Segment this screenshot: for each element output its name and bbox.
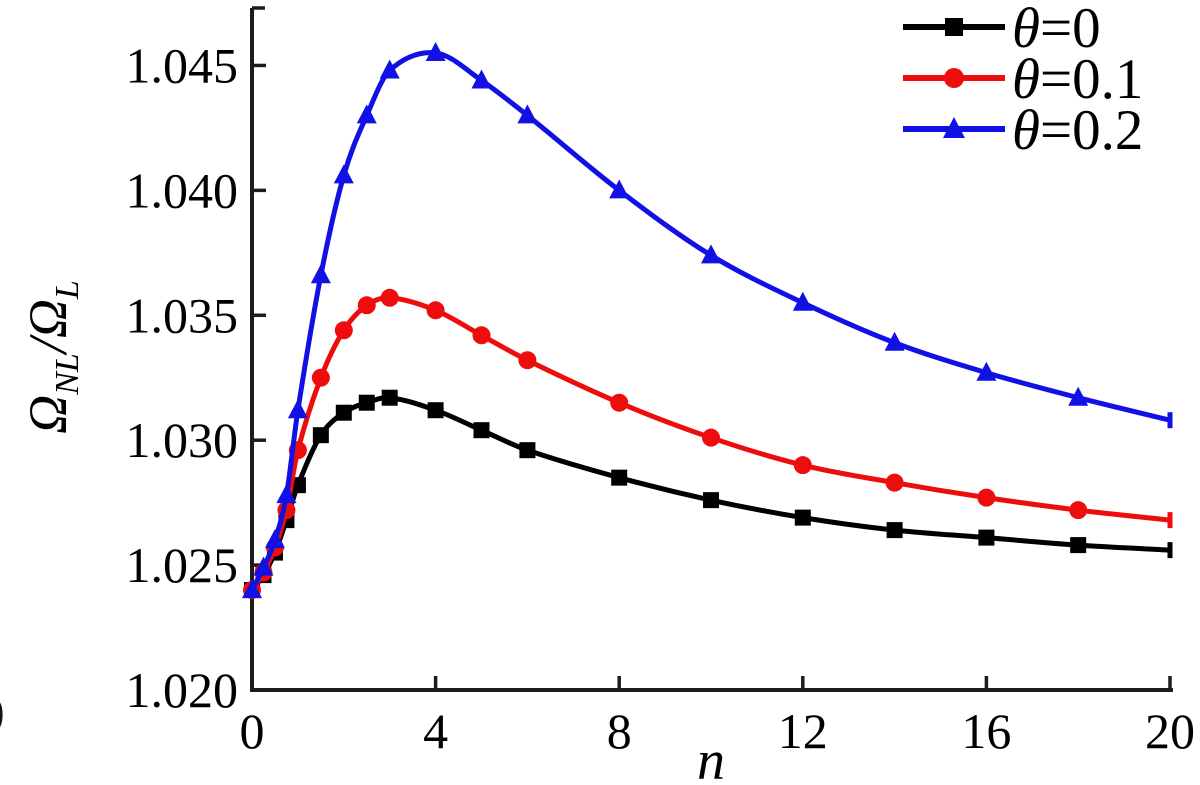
legend-item-θ=0.1: θ=0.1 <box>903 48 1143 111</box>
axes: 1.020 1.025 1.030 1.035 1.040 1.045 0 4 8 12 16 20 n… <box>18 6 1195 785</box>
triangle-marker <box>976 361 997 381</box>
axis-spines <box>250 8 1173 692</box>
legend: θ=0θ=0.1θ=0.2 <box>903 0 1143 162</box>
triangle-marker <box>884 331 905 351</box>
x-tick-label: 20 <box>1145 703 1195 759</box>
circle-marker <box>380 288 399 307</box>
y-axis-label: ΩNL/ΩL <box>18 280 86 434</box>
square-marker <box>945 18 963 36</box>
circle-marker <box>426 301 445 320</box>
circle-marker <box>944 68 964 88</box>
square-marker <box>335 404 352 421</box>
triangle-marker <box>310 264 331 284</box>
series-θ=0 <box>244 389 1173 599</box>
legend-label: θ=0.1 <box>1012 48 1143 111</box>
square-marker <box>358 394 375 411</box>
square-marker <box>1070 537 1087 554</box>
triangle-marker <box>471 69 492 89</box>
x-tick-label: 0 <box>240 703 265 759</box>
triangle-marker <box>242 579 262 599</box>
legend-label: θ=0 <box>1012 0 1101 60</box>
series-θ=0.2 <box>242 41 1173 599</box>
square-marker <box>703 492 719 509</box>
triangle-marker <box>333 164 354 184</box>
triangle-marker <box>792 291 813 311</box>
square-marker <box>519 442 536 459</box>
y-tick-label: 1.030 <box>126 412 239 468</box>
square-marker <box>312 427 329 444</box>
x-tick-label: 12 <box>778 703 828 759</box>
y-tick-label: 1.020 <box>126 662 239 718</box>
y-tick-label: 1.045 <box>126 37 239 93</box>
square-marker <box>978 529 995 546</box>
legend-label: θ=0.2 <box>1012 99 1143 162</box>
square-marker <box>473 422 490 439</box>
square-marker <box>427 402 444 419</box>
triangle-marker <box>287 399 308 419</box>
circle-marker <box>702 428 720 447</box>
triangle-marker <box>609 179 630 199</box>
triangle-marker <box>253 556 274 576</box>
series-θ=0.1 <box>243 288 1173 600</box>
circle-marker <box>334 321 353 340</box>
x-tick-label: 4 <box>423 703 448 759</box>
triangle-marker <box>356 104 377 124</box>
square-marker <box>794 509 811 526</box>
x-tick-label: 16 <box>961 703 1011 759</box>
legend-item-θ=0: θ=0 <box>903 0 1101 60</box>
cropped-edge-glyph-fragment: ) <box>0 684 5 738</box>
circle-marker <box>311 368 330 387</box>
triangle-marker <box>264 529 285 549</box>
y-tick-label: 1.040 <box>126 162 239 218</box>
circle-marker <box>610 393 629 412</box>
x-tick-label: 8 <box>607 703 632 759</box>
square-marker <box>886 522 903 539</box>
circle-marker <box>977 488 996 507</box>
x-axis-label: n <box>697 730 725 785</box>
circle-marker <box>357 296 376 315</box>
triangle-marker <box>1068 386 1089 406</box>
square-marker <box>381 389 398 406</box>
triangle-marker <box>517 104 538 124</box>
triangle-marker <box>701 244 721 264</box>
legend-item-θ=0.2: θ=0.2 <box>903 99 1143 162</box>
square-marker <box>611 469 628 486</box>
triangle-marker <box>276 484 297 504</box>
circle-marker <box>793 456 812 475</box>
y-tick-label: 1.025 <box>126 537 239 593</box>
circle-marker <box>472 326 491 345</box>
circle-marker <box>885 473 904 492</box>
triangle-marker <box>943 117 965 138</box>
y-tick-label: 1.035 <box>126 287 239 343</box>
triangle-marker <box>379 59 400 79</box>
triangle-marker <box>425 41 446 61</box>
circle-marker <box>518 351 537 370</box>
circle-marker <box>1069 501 1088 520</box>
